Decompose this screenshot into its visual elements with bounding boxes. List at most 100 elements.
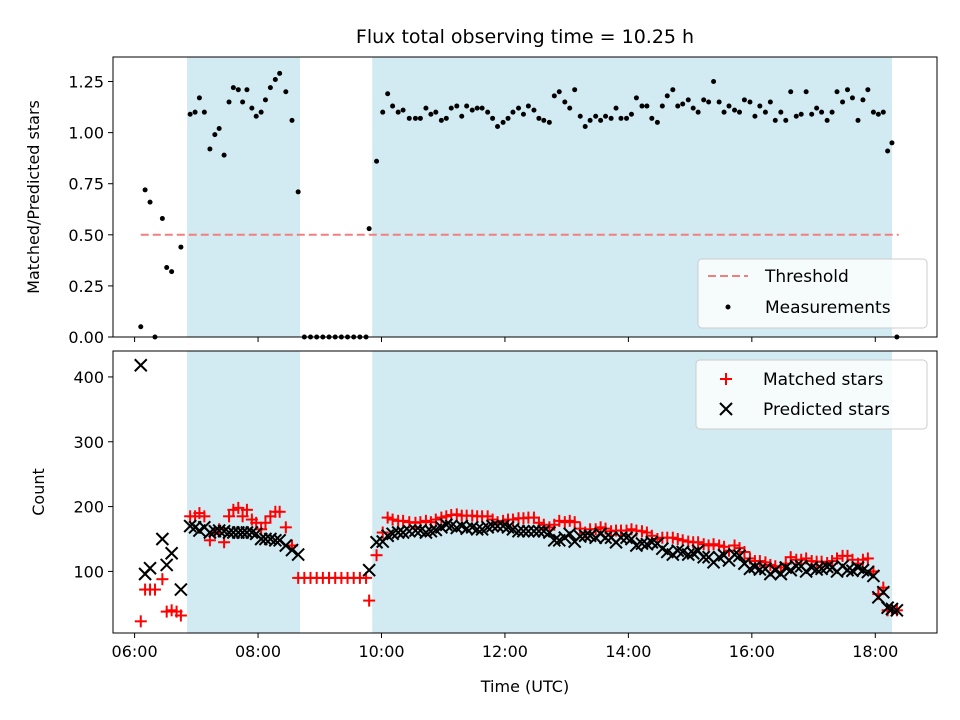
measurement-point bbox=[443, 115, 449, 121]
measurement-point bbox=[531, 107, 537, 113]
y-tick-label: 1.00 bbox=[68, 124, 104, 143]
measurement-point bbox=[262, 97, 268, 103]
measurement-point bbox=[253, 113, 259, 119]
y-axis-ticks: 100 200 300 400 bbox=[73, 368, 113, 581]
measurement-point bbox=[164, 265, 170, 271]
predicted-star-point bbox=[424, 524, 438, 538]
matched-star-point bbox=[148, 583, 161, 596]
measurement-point bbox=[562, 99, 568, 105]
x-tick-label: 08:00 bbox=[235, 642, 281, 661]
y-tick-label: 0.50 bbox=[68, 226, 104, 245]
x-axis-ticks bbox=[134, 337, 876, 342]
x-tick-label: 12:00 bbox=[482, 642, 528, 661]
predicted-star-point bbox=[696, 550, 711, 564]
measurement-point bbox=[819, 109, 825, 115]
predicted-star-point bbox=[563, 527, 577, 541]
measurement-point bbox=[485, 109, 491, 115]
predicted-star-point bbox=[285, 543, 299, 557]
predicted-star-point bbox=[784, 563, 798, 577]
predicted-star-point bbox=[174, 582, 188, 597]
measurement-point bbox=[395, 109, 401, 115]
measurement-point bbox=[230, 85, 236, 91]
y-tick-label: 0.75 bbox=[68, 175, 104, 194]
matched-star-point bbox=[537, 518, 550, 531]
matched-star-point bbox=[232, 501, 245, 514]
measurement-point bbox=[706, 99, 712, 105]
predicted-star-point bbox=[183, 519, 197, 533]
legend-matched-label: Matched stars bbox=[763, 370, 883, 390]
matched-star-point bbox=[861, 552, 874, 565]
measurement-point bbox=[633, 95, 639, 101]
measurement-point bbox=[577, 113, 583, 119]
predicted-star-point bbox=[681, 547, 695, 562]
measurement-point bbox=[536, 115, 542, 121]
measurement-point bbox=[582, 123, 588, 129]
measurement-point bbox=[505, 115, 511, 121]
measurement-point bbox=[454, 103, 460, 109]
measurement-point bbox=[221, 152, 227, 158]
measurement-point bbox=[249, 105, 255, 111]
measurement-point bbox=[772, 117, 778, 123]
measurement-point bbox=[778, 109, 784, 115]
matched-star-point bbox=[370, 549, 383, 562]
x-tick-label: 06:00 bbox=[112, 642, 158, 661]
matched-star-point bbox=[273, 505, 286, 518]
measurement-point bbox=[464, 103, 470, 109]
predicted-star-point bbox=[619, 530, 634, 545]
measurement-point bbox=[834, 89, 840, 95]
measurement-point bbox=[479, 105, 485, 111]
x-tick-label: 16:00 bbox=[729, 642, 775, 661]
predicted-star-point bbox=[268, 533, 283, 548]
measurement-point bbox=[469, 107, 475, 113]
matched-star-point bbox=[223, 510, 236, 523]
plot-frame bbox=[112, 56, 938, 338]
measurement-point bbox=[889, 140, 895, 146]
predicted-star-point bbox=[439, 518, 454, 532]
measurement-point bbox=[235, 87, 241, 93]
measurement-point bbox=[680, 101, 686, 107]
observing-interval-1 bbox=[187, 57, 301, 337]
measurement-point bbox=[840, 99, 846, 105]
measurement-point bbox=[516, 105, 522, 111]
predicted-star-point bbox=[624, 532, 639, 546]
measurement-point bbox=[860, 97, 866, 103]
measurement-point bbox=[380, 109, 386, 115]
predicted-star-point bbox=[164, 546, 179, 560]
y-tick-label: 0.00 bbox=[68, 328, 104, 347]
predicted-star-point bbox=[279, 538, 293, 553]
legend-box bbox=[697, 258, 928, 329]
measurement-point bbox=[448, 105, 454, 111]
predicted-star-point bbox=[362, 563, 376, 577]
measurement-point bbox=[865, 87, 871, 93]
predicted-star-point bbox=[245, 525, 259, 540]
legend-measurements-swatch bbox=[725, 304, 731, 310]
plot-marks bbox=[134, 358, 904, 628]
x-axis-ticks: 06:00 08:00 10:00 12:00 14:00 16:00 18:00 bbox=[112, 633, 898, 661]
y-axis-ticks: 0.00 0.25 0.50 0.75 1.00 1.25 bbox=[68, 73, 113, 347]
measurement-point bbox=[783, 117, 789, 123]
measurement-point bbox=[670, 87, 676, 93]
x-tick-label: 14:00 bbox=[605, 642, 651, 661]
predicted-star-point bbox=[866, 569, 881, 583]
measurement-point bbox=[675, 103, 681, 109]
measurement-point bbox=[567, 105, 573, 111]
measurement-point bbox=[649, 115, 655, 121]
legend-predicted-swatch bbox=[719, 402, 733, 416]
measurement-point bbox=[187, 111, 193, 117]
measurement-point bbox=[192, 109, 198, 115]
predicted-star-point bbox=[799, 564, 813, 579]
measurement-point bbox=[814, 105, 820, 111]
measurement-point bbox=[240, 99, 246, 105]
x-axis-label: Time (UTC) bbox=[480, 677, 569, 696]
predicted-star-point bbox=[511, 524, 526, 538]
measurement-point bbox=[639, 103, 645, 109]
predicted-star-point bbox=[521, 524, 536, 538]
measurement-point bbox=[885, 148, 891, 154]
measurement-point bbox=[406, 115, 412, 121]
measurement-point bbox=[644, 103, 650, 109]
measurement-point bbox=[603, 113, 609, 119]
measurement-point bbox=[788, 89, 794, 95]
predicted-star-point bbox=[527, 524, 541, 538]
measurement-point bbox=[803, 89, 809, 95]
measurement-point bbox=[385, 91, 391, 97]
